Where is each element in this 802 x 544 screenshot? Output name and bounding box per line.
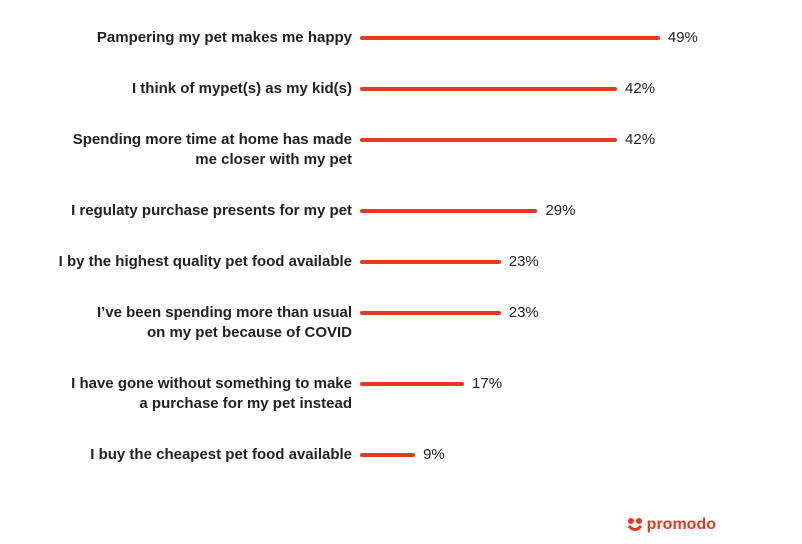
bar: [360, 453, 416, 457]
category-label: I by the highest quality pet food availa…: [59, 252, 352, 272]
category-label: Spending more time at home has made me cl…: [73, 130, 352, 170]
value-label: 29%: [545, 202, 576, 219]
value-label: 23%: [508, 253, 539, 270]
category-label-line: Spending more time at home has made: [72, 131, 352, 148]
category-label-line: a purchase for my pet instead: [139, 395, 352, 412]
category-label: I think of mypet(s) as my kid(s): [132, 79, 352, 99]
category-label: I regulaty purchase presents for my pet: [71, 201, 352, 221]
category-label: I’ve been spending more than usual on my …: [97, 303, 352, 343]
bar: [360, 209, 538, 213]
category-label: I have gone without something to make a p…: [71, 374, 352, 414]
bar: [360, 260, 501, 264]
category-label-line: I regulaty purchase presents for my pet: [71, 202, 352, 219]
value-label: 42%: [625, 80, 656, 97]
category-label-line: I by the highest quality pet food availa…: [58, 253, 352, 270]
category-label-line: me closer with my pet: [195, 151, 352, 168]
category-label-line: I think of mypet(s) as my kid(s): [131, 80, 352, 97]
category-label-line: on my pet because of COVID: [146, 324, 352, 341]
category-label: Pampering my pet makes me happy: [97, 28, 352, 48]
value-label: 9%: [423, 446, 445, 463]
bar: [360, 382, 465, 386]
value-label: 49%: [667, 29, 698, 46]
logo-text: promodo: [646, 516, 716, 533]
bar: [360, 36, 660, 40]
logo-icon: [627, 518, 642, 531]
value-label: 17%: [472, 375, 503, 392]
bar: [360, 87, 618, 91]
bar: [360, 311, 501, 315]
category-label-line: I’ve been spending more than usual: [96, 304, 352, 321]
category-label-line: Pampering my pet makes me happy: [96, 29, 352, 46]
value-label: 23%: [508, 304, 539, 321]
category-label-line: I have gone without something to make: [71, 375, 352, 392]
bar: [360, 138, 618, 142]
value-label: 42%: [625, 131, 656, 148]
category-label: I buy the cheapest pet food available: [90, 445, 352, 465]
category-label-line: I buy the cheapest pet food available: [90, 446, 352, 463]
logo: promodo: [627, 516, 716, 534]
